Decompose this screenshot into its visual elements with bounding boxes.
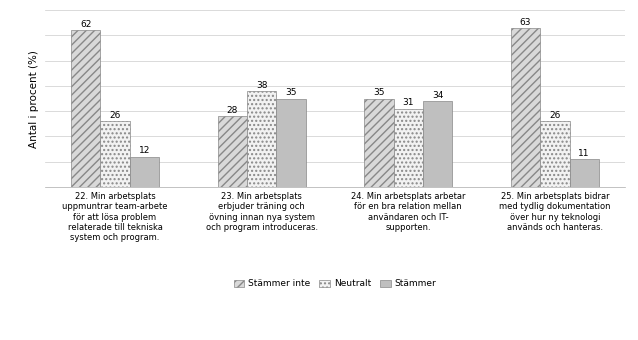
Bar — [100, 121, 130, 187]
Text: 26: 26 — [109, 111, 121, 120]
Legend: Stämmer inte, Neutralt, Stämmer: Stämmer inte, Neutralt, Stämmer — [230, 276, 440, 292]
Text: 28: 28 — [226, 106, 238, 115]
Y-axis label: Antal i procent (%): Antal i procent (%) — [29, 50, 39, 148]
Text: 26: 26 — [549, 111, 561, 120]
Bar — [570, 159, 599, 187]
Bar — [130, 157, 159, 187]
Text: 35: 35 — [373, 88, 385, 97]
Text: 34: 34 — [432, 91, 443, 100]
Text: 12: 12 — [138, 147, 150, 155]
Bar — [394, 109, 423, 187]
Bar — [540, 121, 570, 187]
Bar — [247, 91, 276, 187]
Bar — [276, 99, 306, 187]
Bar — [511, 28, 540, 187]
Text: 11: 11 — [579, 149, 590, 158]
Bar — [71, 30, 100, 187]
Bar — [218, 116, 247, 187]
Bar — [364, 99, 394, 187]
Text: 31: 31 — [403, 99, 414, 107]
Text: 35: 35 — [285, 88, 297, 97]
Text: 38: 38 — [256, 81, 267, 90]
Bar — [423, 101, 452, 187]
Text: 62: 62 — [80, 20, 91, 29]
Text: 63: 63 — [520, 18, 531, 27]
